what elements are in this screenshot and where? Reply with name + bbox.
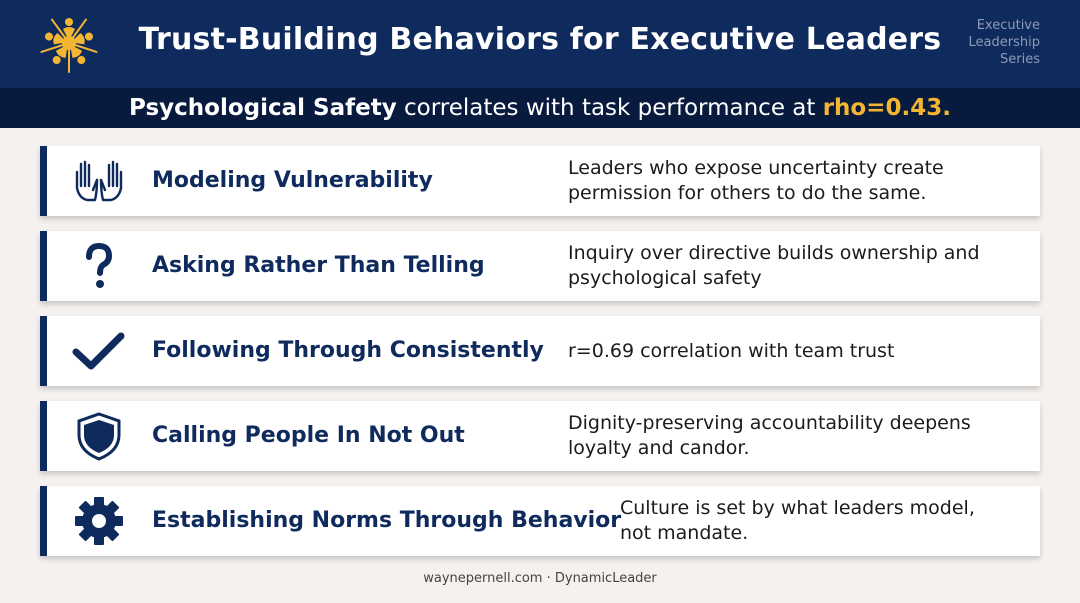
behavior-name: Following Through Consistently	[152, 338, 544, 363]
series-line: Executive	[976, 18, 1040, 33]
behavior-description: Leaders who expose uncertainty create pe…	[568, 146, 998, 216]
header-banner: Trust-Building Behaviors for Executive L…	[0, 0, 1080, 88]
description-text: Inquiry over directive builds ownership …	[568, 242, 980, 289]
series-line: Series	[1000, 52, 1040, 67]
behavior-card: Modeling Vulnerability Leaders who expos…	[40, 146, 1040, 216]
gear-icon	[75, 497, 123, 545]
raised-hands-icon	[75, 160, 123, 202]
behavior-card: Calling People In Not Out Dignity-preser…	[40, 401, 1040, 471]
stat-bold: Psychological Safety	[129, 95, 397, 121]
stat-highlight: rho=0.43.	[822, 95, 951, 121]
behavior-name: Establishing Norms Through Behavior	[152, 508, 622, 533]
behavior-description: Dignity-preserving accountability deepen…	[568, 401, 998, 471]
description-text: Dignity-preserving accountability deepen…	[568, 412, 971, 459]
shield-icon	[77, 412, 121, 461]
behavior-name: Calling People In Not Out	[152, 423, 465, 448]
sunburst-people-logo-icon	[40, 18, 98, 73]
behavior-card: Asking Rather Than Telling Inquiry over …	[40, 231, 1040, 301]
description-text: r=0.69 correlation with team trust	[568, 339, 895, 362]
checkmark-icon	[72, 332, 125, 370]
description-text: Leaders who expose uncertainty create pe…	[568, 157, 944, 204]
behavior-card: Establishing Norms Through Behavior Cult…	[40, 486, 1040, 556]
behavior-card: Following Through Consistently r=0.69 co…	[40, 316, 1040, 386]
question-mark-icon	[86, 242, 113, 288]
stat-banner: Psychological Safety correlates with tas…	[0, 88, 1080, 128]
footer-credit: waynepernell.com · DynamicLeader	[423, 571, 657, 586]
behavior-name: Modeling Vulnerability	[152, 168, 433, 193]
series-line: Leadership	[968, 35, 1040, 50]
series-label: Executive Leadership Series	[930, 17, 1040, 68]
behavior-description: Inquiry over directive builds ownership …	[568, 231, 998, 301]
behavior-description: Culture is set by what leaders model, no…	[620, 486, 1000, 556]
description-text: Culture is set by what leaders model, no…	[620, 497, 975, 544]
stat-middle: correlates with task performance at	[404, 95, 816, 121]
behavior-name: Asking Rather Than Telling	[152, 253, 485, 278]
behavior-description: r=0.69 correlation with team trust	[568, 316, 998, 386]
page-title: Trust-Building Behaviors for Executive L…	[138, 22, 942, 57]
